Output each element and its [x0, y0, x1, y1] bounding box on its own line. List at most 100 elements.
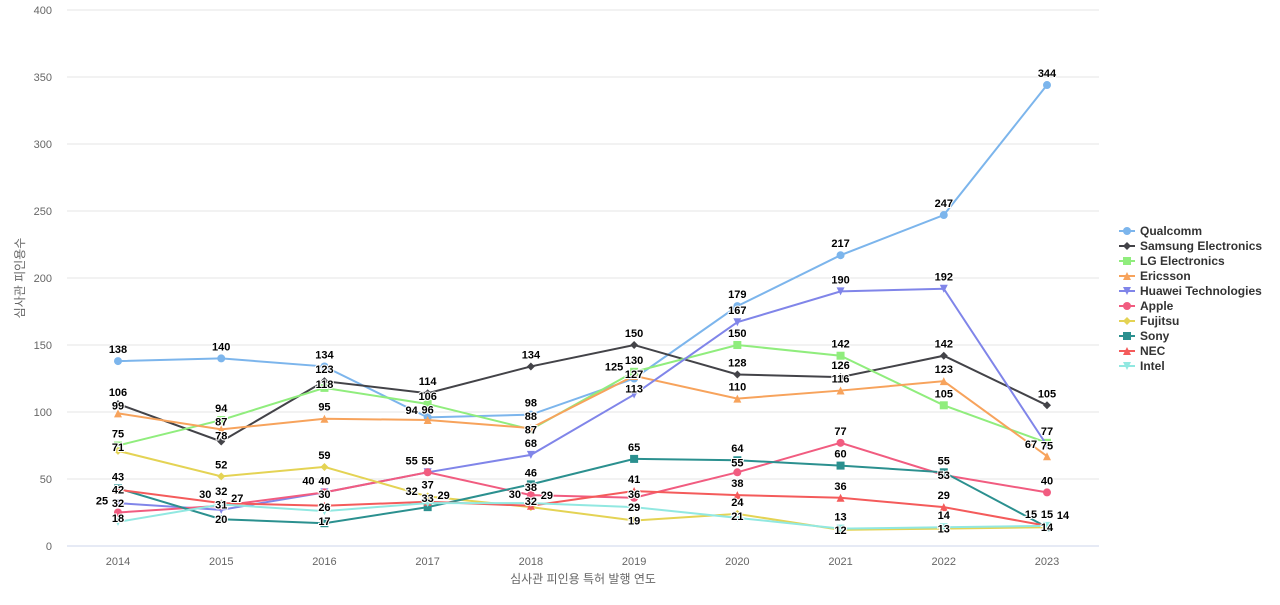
data-label: 128 — [728, 357, 746, 369]
legend-item[interactable]: Intel — [1119, 359, 1165, 373]
legend-label: Fujitsu — [1140, 314, 1179, 328]
data-label: 43 — [112, 471, 124, 483]
series-ericsson — [114, 371, 1051, 461]
legend-item[interactable]: Huawei Technologies — [1119, 284, 1262, 298]
data-point — [939, 401, 948, 410]
legend-label: LG Electronics — [1140, 254, 1225, 268]
series-line — [117, 488, 1048, 527]
data-label: 29 — [438, 490, 450, 502]
data-point — [1043, 488, 1051, 497]
data-point — [114, 399, 122, 408]
data-point — [939, 351, 948, 360]
x-tick-label: 2020 — [725, 556, 749, 568]
data-label: 20 — [215, 514, 227, 526]
series-nec — [114, 485, 1051, 530]
data-point — [217, 437, 226, 446]
data-label: 87 — [215, 416, 227, 428]
data-label: 42 — [112, 485, 124, 497]
legend-marker — [1123, 227, 1131, 235]
legend-label: Samsung Electronics — [1140, 239, 1262, 253]
data-label: 87 — [525, 424, 537, 436]
data-point — [630, 493, 639, 502]
data-point — [836, 493, 845, 502]
data-point — [114, 499, 122, 508]
legend-item[interactable]: Qualcomm — [1119, 224, 1202, 238]
y-axis-ticks: 0 50 100 150 200 250 300 350 400 — [34, 5, 52, 553]
data-label: 55 — [938, 455, 950, 467]
data-label: 17 — [318, 516, 330, 528]
data-label: 33 — [422, 493, 434, 505]
series-line — [117, 441, 1048, 514]
series-layer — [114, 81, 1051, 534]
data-point — [217, 472, 226, 481]
data-label: 75 — [112, 429, 124, 441]
data-point — [733, 370, 742, 379]
data-point — [836, 438, 845, 447]
legend-item[interactable]: LG Electronics — [1119, 254, 1225, 268]
data-point — [1043, 521, 1051, 530]
legend-item[interactable]: Apple — [1119, 299, 1174, 313]
x-tick-label: 2018 — [519, 556, 543, 568]
data-label: 41 — [628, 474, 640, 486]
data-label: 30 — [318, 489, 330, 501]
data-point — [939, 503, 948, 512]
legend-marker — [1123, 302, 1131, 310]
data-label: 77 — [1041, 426, 1053, 438]
data-label: 94 — [215, 403, 228, 415]
data-point — [733, 456, 742, 465]
data-label: 29 — [628, 502, 640, 514]
data-label: 105 — [1038, 388, 1056, 400]
data-label: 190 — [831, 274, 849, 286]
data-point — [114, 517, 122, 526]
data-point — [526, 480, 535, 489]
legend-item[interactable]: Ericsson — [1119, 269, 1191, 283]
data-label: 94 — [406, 405, 419, 417]
data-label: 116 — [832, 374, 850, 386]
data-label: 38 — [525, 482, 537, 494]
data-label: 96 — [422, 404, 434, 416]
data-label: 123 — [315, 364, 333, 376]
data-label: 134 — [522, 349, 541, 361]
data-label: 179 — [728, 289, 746, 301]
data-label: 26 — [318, 502, 330, 514]
data-point — [836, 461, 845, 470]
series-line — [117, 502, 1048, 530]
legend-item[interactable]: NEC — [1119, 344, 1166, 358]
data-label: 13 — [938, 524, 950, 536]
data-point — [630, 390, 639, 399]
x-axis-ticks: 2014 2015 2016 2017 2018 2019 2020 2021 2022 2023 — [106, 556, 1059, 568]
data-label: 13 — [834, 512, 846, 524]
legend-item[interactable]: Sony — [1119, 329, 1170, 343]
data-label: 19 — [628, 516, 640, 528]
x-tick-label: 2014 — [106, 556, 130, 568]
data-label: 32 — [215, 486, 227, 498]
data-point — [836, 386, 845, 395]
data-point — [836, 251, 845, 260]
data-label: 142 — [935, 339, 953, 351]
x-axis-title: 심사관 피인용 특허 발행 연도 — [510, 571, 656, 586]
data-point — [526, 410, 535, 419]
legend-item[interactable]: Samsung Electronics — [1119, 239, 1262, 253]
series-huawei-technologies — [114, 284, 1051, 514]
data-label: 40 — [318, 475, 330, 487]
data-point — [836, 524, 845, 533]
legend-item[interactable]: Fujitsu — [1119, 314, 1179, 328]
legend-label: Apple — [1140, 299, 1174, 313]
data-point — [733, 394, 742, 403]
data-label: 30 — [509, 489, 521, 501]
data-label: 247 — [935, 198, 953, 210]
data-point — [423, 499, 432, 508]
y-tick-label: 50 — [40, 474, 52, 486]
data-label: 25 — [96, 496, 108, 508]
data-label: 125 — [605, 362, 623, 374]
y-tick-label: 150 — [34, 340, 52, 352]
data-point — [630, 487, 639, 496]
legend-label: Qualcomm — [1140, 224, 1202, 238]
data-point — [217, 354, 226, 363]
legend-label: Huawei Technologies — [1140, 284, 1262, 298]
data-label: 65 — [628, 442, 640, 454]
data-point — [630, 367, 639, 376]
data-label: 60 — [834, 449, 846, 461]
legend-marker — [1123, 287, 1131, 295]
